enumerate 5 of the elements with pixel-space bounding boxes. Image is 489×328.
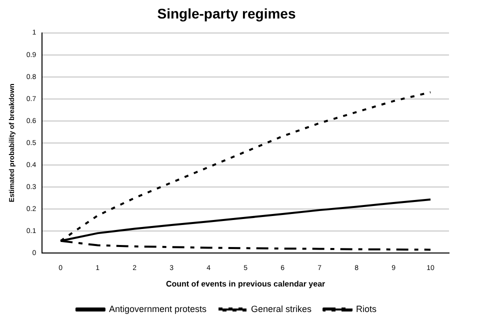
legend-label: Antigovernment protests bbox=[108, 304, 208, 314]
x-axis-title: Count of events in previous calendar year bbox=[166, 279, 326, 288]
legend-label: General strikes bbox=[251, 304, 312, 314]
legend-label: Riots bbox=[356, 304, 378, 314]
chart-title: Single-party regimes bbox=[157, 5, 296, 22]
